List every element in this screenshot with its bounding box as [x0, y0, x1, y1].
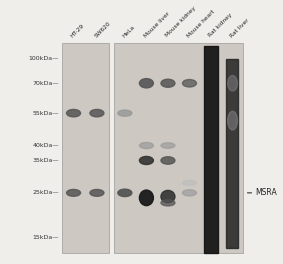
- Text: Mouse liver: Mouse liver: [143, 11, 171, 38]
- Text: MSRA: MSRA: [256, 188, 277, 197]
- Text: HT-29: HT-29: [70, 23, 86, 38]
- Text: 35kDa—: 35kDa—: [33, 158, 59, 163]
- Text: 70kDa—: 70kDa—: [33, 81, 59, 86]
- Text: SW620: SW620: [93, 20, 112, 38]
- Ellipse shape: [118, 189, 132, 197]
- FancyBboxPatch shape: [62, 43, 109, 253]
- Ellipse shape: [67, 109, 81, 117]
- Ellipse shape: [161, 200, 175, 206]
- Text: Rat liver: Rat liver: [229, 17, 250, 38]
- Ellipse shape: [90, 109, 104, 117]
- Ellipse shape: [228, 111, 237, 130]
- Text: 15kDa—: 15kDa—: [33, 235, 59, 240]
- Ellipse shape: [118, 110, 132, 116]
- Ellipse shape: [140, 79, 153, 88]
- Text: 100kDa—: 100kDa—: [29, 56, 59, 61]
- Ellipse shape: [161, 79, 175, 87]
- Text: Rat kidney: Rat kidney: [207, 13, 233, 38]
- Ellipse shape: [228, 76, 237, 91]
- Text: 25kDa—: 25kDa—: [33, 190, 59, 195]
- FancyBboxPatch shape: [114, 43, 243, 253]
- Ellipse shape: [183, 79, 196, 87]
- Ellipse shape: [161, 157, 175, 164]
- Ellipse shape: [183, 180, 196, 185]
- Ellipse shape: [140, 157, 153, 164]
- Ellipse shape: [90, 190, 104, 196]
- Text: 40kDa—: 40kDa—: [33, 143, 59, 148]
- Text: HeLa: HeLa: [121, 24, 136, 38]
- Ellipse shape: [140, 190, 153, 206]
- Ellipse shape: [140, 142, 153, 149]
- Bar: [226, 59, 238, 248]
- Ellipse shape: [161, 143, 175, 148]
- Ellipse shape: [161, 190, 175, 203]
- Bar: [204, 46, 218, 253]
- Text: Mouse kidney: Mouse kidney: [164, 6, 197, 38]
- Text: Mouse heart: Mouse heart: [186, 9, 216, 38]
- Ellipse shape: [183, 190, 196, 196]
- Text: 55kDa—: 55kDa—: [33, 111, 59, 116]
- Ellipse shape: [67, 190, 81, 196]
